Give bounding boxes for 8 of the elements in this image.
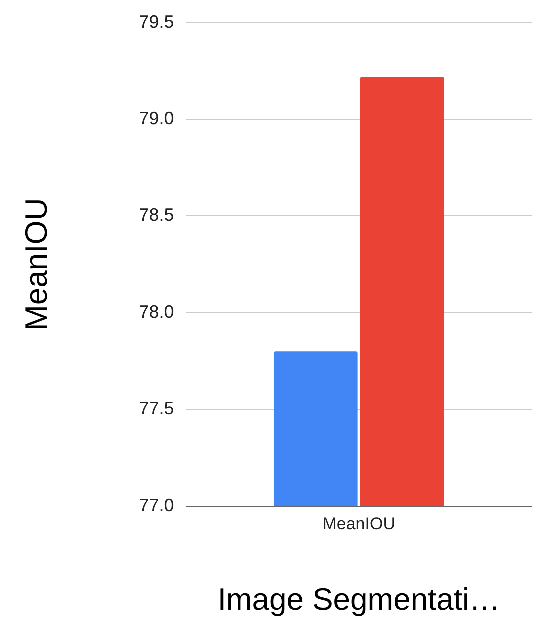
y-axis-title: MeanIOU [19, 198, 54, 331]
y-tick-label: 77.5 [139, 398, 174, 419]
y-tick-label: 78.0 [139, 302, 174, 322]
y-tick-label: 77.0 [139, 495, 174, 516]
y-tick-label: 79.5 [139, 12, 174, 32]
y-tick-label: 79.0 [139, 108, 174, 128]
x-axis-title: Image Segmentati… [218, 582, 500, 617]
y-tick-label: 78.5 [139, 205, 174, 226]
